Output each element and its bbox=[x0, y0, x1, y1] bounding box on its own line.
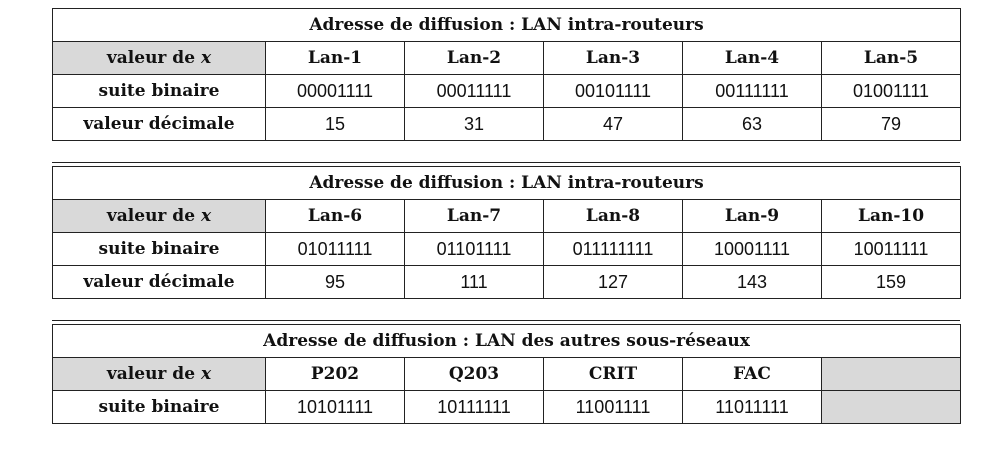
table-title: Adresse de diffusion : LAN des autres so… bbox=[51, 324, 962, 358]
table-divider bbox=[52, 320, 960, 321]
decimal-cell: 31 bbox=[404, 107, 544, 141]
row-label-text: valeur de bbox=[106, 364, 201, 384]
binary-cell: 011111111 bbox=[543, 232, 683, 266]
row-label-x-value: valeur de x bbox=[52, 41, 266, 75]
table-divider bbox=[52, 162, 960, 163]
row-label-text: valeur de bbox=[106, 48, 201, 68]
decimal-cell: 47 bbox=[543, 107, 683, 141]
decimal-cell: 143 bbox=[682, 265, 822, 299]
decimal-cell: 63 bbox=[682, 107, 822, 141]
binary-cell: 10111111 bbox=[404, 390, 544, 424]
table-title: Adresse de diffusion : LAN intra-routeur… bbox=[51, 166, 962, 200]
row-label-binary: suite binaire bbox=[52, 232, 266, 266]
variable-x: x bbox=[200, 48, 212, 68]
decimal-cell: 95 bbox=[265, 265, 405, 299]
column-header: Lan-3 bbox=[543, 41, 683, 75]
decimal-cell: 159 bbox=[820, 265, 962, 299]
binary-cell: 01011111 bbox=[265, 232, 405, 266]
column-header: P202 bbox=[265, 357, 405, 391]
row-label-binary: suite binaire bbox=[52, 74, 266, 108]
column-header: Lan-5 bbox=[820, 41, 962, 75]
column-header: Lan-10 bbox=[820, 199, 962, 233]
column-header: Lan-7 bbox=[404, 199, 544, 233]
column-header: CRIT bbox=[543, 357, 683, 391]
decimal-cell: 15 bbox=[265, 107, 405, 141]
decimal-cell: 111 bbox=[404, 265, 544, 299]
row-label-x-value: valeur de x bbox=[52, 357, 266, 391]
binary-cell: 01001111 bbox=[820, 74, 962, 108]
binary-cell: 10001111 bbox=[682, 232, 822, 266]
column-header: Lan-8 bbox=[543, 199, 683, 233]
broadcast-table-lan-1-5: Adresse de diffusion : LAN intra-routeur… bbox=[51, 8, 962, 141]
binary-cell: 00001111 bbox=[265, 74, 405, 108]
row-label-x-value: valeur de x bbox=[52, 199, 266, 233]
column-header: FAC bbox=[682, 357, 822, 391]
row-label-decimal: valeur décimale bbox=[52, 265, 266, 299]
binary-cell: 00101111 bbox=[543, 74, 683, 108]
row-label-binary: suite binaire bbox=[52, 390, 266, 424]
broadcast-table-other-subnets: Adresse de diffusion : LAN des autres so… bbox=[51, 324, 962, 424]
binary-cell: 10101111 bbox=[265, 390, 405, 424]
table-title: Adresse de diffusion : LAN intra-routeur… bbox=[51, 8, 962, 42]
binary-cell: 00011111 bbox=[404, 74, 544, 108]
column-header: Q203 bbox=[404, 357, 544, 391]
binary-cell: 11001111 bbox=[543, 390, 683, 424]
binary-cell: 11011111 bbox=[682, 390, 822, 424]
binary-cell: 10011111 bbox=[820, 232, 962, 266]
decimal-cell: 79 bbox=[820, 107, 962, 141]
empty-cell bbox=[820, 390, 962, 424]
column-header: Lan-2 bbox=[404, 41, 544, 75]
broadcast-table-lan-6-10: Adresse de diffusion : LAN intra-routeur… bbox=[51, 166, 962, 299]
column-header: Lan-4 bbox=[682, 41, 822, 75]
column-header: Lan-1 bbox=[265, 41, 405, 75]
column-header: Lan-9 bbox=[682, 199, 822, 233]
decimal-cell: 127 bbox=[543, 265, 683, 299]
row-label-text: valeur de bbox=[106, 206, 201, 226]
column-header: Lan-6 bbox=[265, 199, 405, 233]
binary-cell: 00111111 bbox=[682, 74, 822, 108]
row-label-decimal: valeur décimale bbox=[52, 107, 266, 141]
variable-x: x bbox=[200, 206, 212, 226]
variable-x: x bbox=[200, 364, 212, 384]
binary-cell: 01101111 bbox=[404, 232, 544, 266]
empty-cell bbox=[820, 357, 962, 391]
